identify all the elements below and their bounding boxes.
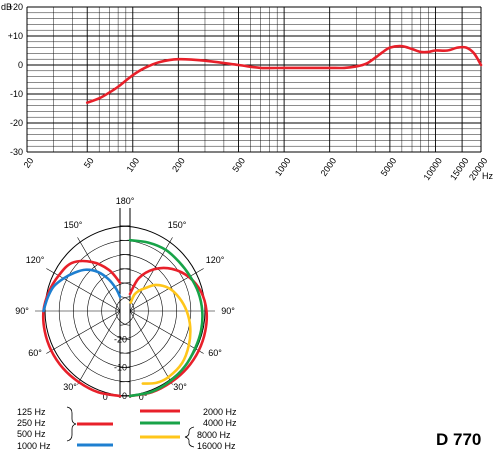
y-tick-label: +20 xyxy=(8,2,23,12)
x-tick-label: 200 xyxy=(170,156,187,174)
model-label: D 770 xyxy=(436,430,481,449)
y-axis-unit-label: dB xyxy=(1,2,12,12)
x-tick-label: 100 xyxy=(125,156,142,174)
x-tick-label: 1000 xyxy=(273,156,293,178)
legend-4000hz-label: 4000 Hz xyxy=(203,418,237,428)
x-tick-label: 10000 xyxy=(421,156,444,182)
y-tick-label: -10 xyxy=(10,89,23,99)
y-tick-label: 0 xyxy=(18,60,23,70)
y-tick-label: -20 xyxy=(10,118,23,128)
frequency-response-line xyxy=(85,44,483,104)
legend-2000hz-label: 2000 Hz xyxy=(203,407,237,417)
x-tick-label: 20 xyxy=(22,156,36,170)
legend-brace-right xyxy=(184,426,195,448)
legend-125hz-label: 125 Hz xyxy=(17,407,46,417)
legend-right: 2000 Hz 4000 Hz 8000 Hz 16000 Hz xyxy=(135,405,275,460)
x-tick-label: 5000 xyxy=(379,156,399,178)
legend-250hz-label: 250 Hz xyxy=(17,418,46,428)
legend-1000hz-label: 1000 Hz xyxy=(17,441,51,451)
legend-left: 125 Hz 250 Hz 500 Hz 1000 Hz xyxy=(17,405,117,460)
legend-16000hz-label: 16000 Hz xyxy=(197,441,236,451)
legend-brace-left xyxy=(66,406,77,442)
x-tick-label: 2000 xyxy=(319,156,339,178)
x-axis-unit-label: Hz xyxy=(482,171,493,181)
x-tick-label: 500 xyxy=(230,156,247,174)
x-tick-label: 50 xyxy=(82,156,96,170)
x-tick-label: 15000 xyxy=(448,156,471,182)
legend-8000hz-label: 8000 Hz xyxy=(197,430,231,440)
y-tick-label: -30 xyxy=(10,147,23,157)
y-tick-label: +10 xyxy=(8,31,23,41)
frequency-response-chart: +20 +10 0 -10 -20 -30 dB 20 50 100 200 500 1000 2000 5… xyxy=(1,2,493,182)
legend-500hz-label: 500 Hz xyxy=(17,429,46,439)
